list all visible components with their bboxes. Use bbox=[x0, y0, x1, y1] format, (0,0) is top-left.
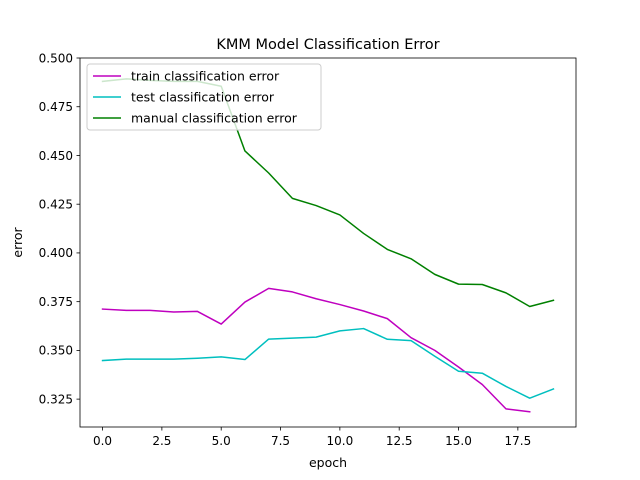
y-tick-label: 0.350 bbox=[39, 344, 73, 358]
x-axis-label: epoch bbox=[309, 455, 347, 470]
legend-box bbox=[86, 63, 322, 131]
legend-label-1: train classification error bbox=[131, 69, 280, 84]
x-tick-label: 5.0 bbox=[212, 434, 231, 448]
series-line-1 bbox=[101, 287, 531, 413]
y-tick-label: 0.325 bbox=[39, 392, 73, 406]
y-tick-label: 0.400 bbox=[39, 246, 73, 260]
x-tick-label: 17.5 bbox=[504, 434, 531, 448]
axes-frame bbox=[79, 57, 577, 428]
x-tick-label: 12.5 bbox=[386, 434, 413, 448]
x-tick-label: 0.0 bbox=[93, 434, 112, 448]
x-tick-label: 7.5 bbox=[271, 434, 290, 448]
series-line-2 bbox=[101, 327, 555, 399]
axes: 0.0 2.5 5.0 7.5 10.0 12.5 15.0 17.5 0.325 0.350 0.… bbox=[39, 51, 577, 448]
legend-label-2: test classification error bbox=[131, 90, 275, 105]
chart-title: KMM Model Classification Error bbox=[216, 37, 439, 53]
x-tick-label: 15.0 bbox=[445, 434, 472, 448]
legend: train classification error test classific… bbox=[86, 63, 322, 131]
x-tick-label: 10.0 bbox=[327, 434, 354, 448]
y-tick-label: 0.425 bbox=[39, 197, 73, 211]
y-tick-label: 0.375 bbox=[39, 295, 73, 309]
legend-label-3: manual classification error bbox=[131, 111, 298, 126]
y-tick-label: 0.500 bbox=[39, 51, 73, 65]
x-tick-label: 2.5 bbox=[152, 434, 171, 448]
y-tick-label: 0.450 bbox=[39, 149, 73, 163]
y-tick-label: 0.475 bbox=[39, 100, 73, 114]
y-axis-label: error bbox=[10, 227, 25, 258]
